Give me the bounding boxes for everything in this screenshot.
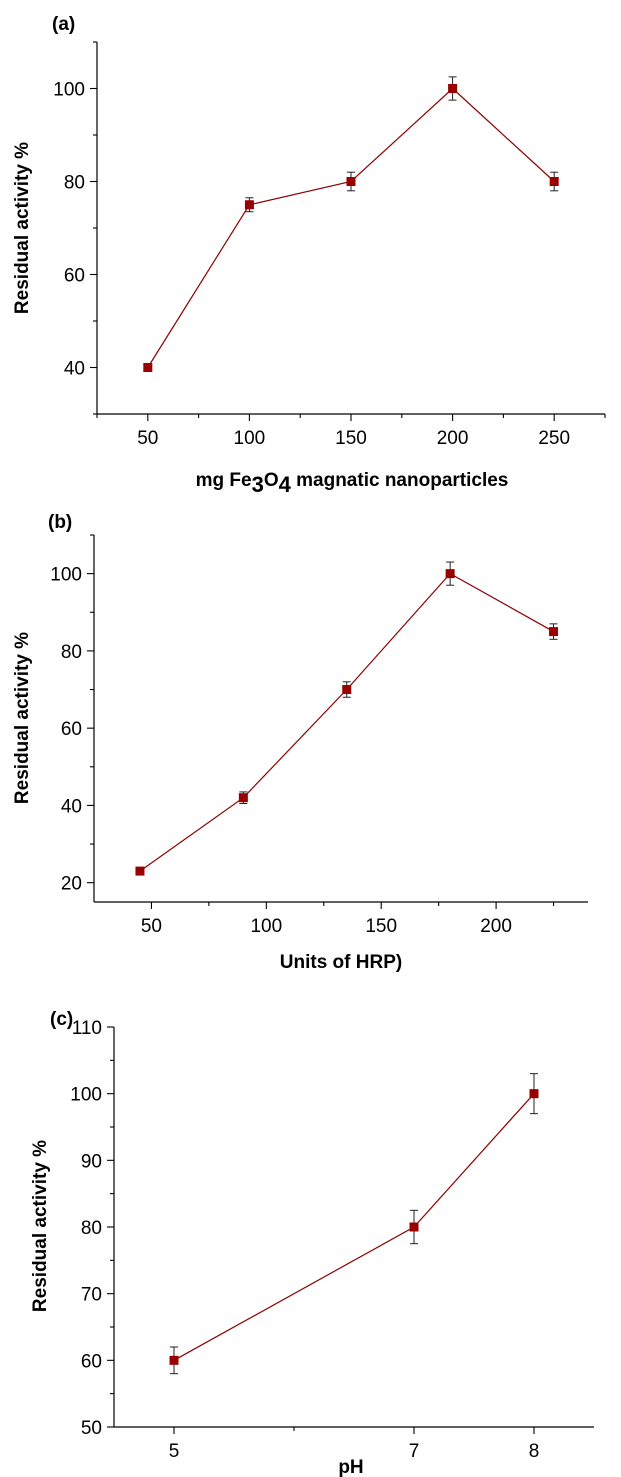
data-point — [529, 1089, 539, 1099]
y-tick-label: 100 — [50, 565, 82, 586]
y-tick-label: 100 — [53, 80, 85, 101]
y-tick-label: 60 — [81, 1351, 102, 1372]
data-point — [549, 627, 559, 637]
data-point — [342, 685, 352, 695]
series-line — [173, 1093, 535, 1361]
y-tick-label: 40 — [64, 359, 85, 380]
y-tick-label: 60 — [61, 719, 82, 740]
x-axis-title-b: Units of HRP) — [280, 952, 402, 973]
x-tick-label: 200 — [437, 428, 469, 449]
data-point — [448, 84, 458, 93]
y-tick-label: 80 — [81, 1218, 102, 1239]
plot-area-b — [135, 561, 559, 876]
data-point — [346, 177, 356, 186]
y-tick-label: 40 — [61, 796, 82, 817]
data-point — [135, 866, 145, 876]
y-tick-label: 70 — [81, 1285, 102, 1306]
x-tick-label: 150 — [365, 916, 397, 937]
y-tick-label: 60 — [64, 266, 85, 287]
y-axis-ticks-a: 40 60 80 100 — [53, 41, 97, 415]
y-tick-label: 110 — [72, 1018, 102, 1039]
x-tick-label: 50 — [141, 916, 162, 937]
panel-label-a: (a) — [52, 14, 75, 35]
chart-panel-a: (a) 50 100 150 200 250 40 60 80 100 Residual ac… — [12, 14, 606, 497]
y-axis-ticks-b: 20 40 60 80 100 — [50, 534, 94, 895]
data-point — [244, 200, 254, 210]
data-point — [169, 1355, 179, 1365]
y-tick-label: 100 — [70, 1085, 102, 1106]
chart-panel-b: (b) 50 100 150 200 20 40 60 80 100 Residual act… — [12, 512, 588, 973]
data-point — [238, 793, 248, 803]
x-axis-title-a: mg Fe3O4 magnatic nanoparticles — [196, 470, 509, 497]
x-tick-label: 50 — [137, 428, 158, 449]
y-axis-title-b: Residual activity % — [12, 632, 33, 804]
x-tick-label: 100 — [250, 916, 282, 937]
x-axis-ticks-a: 50 100 150 200 250 — [96, 414, 606, 449]
axes-c — [113, 1027, 594, 1428]
x-tick-label: 7 — [409, 1441, 420, 1462]
panel-label-c: (c) — [50, 1009, 73, 1030]
y-tick-label: 50 — [81, 1418, 102, 1439]
data-point — [409, 1222, 419, 1232]
plot-area-c — [169, 1073, 539, 1375]
x-axis-ticks-b: 50 100 150 200 — [141, 902, 555, 937]
y-axis-title-c: Residual activity % — [30, 1140, 51, 1312]
y-tick-label: 20 — [61, 874, 82, 895]
x-axis-title-c: pH — [338, 1457, 363, 1477]
y-axis-title-a: Residual activity % — [12, 142, 33, 314]
y-tick-label: 90 — [81, 1151, 102, 1172]
y-tick-label: 80 — [61, 642, 82, 663]
x-axis-ticks-c: 5 7 8 — [169, 1427, 540, 1462]
x-tick-label: 200 — [480, 916, 512, 937]
x-tick-label: 8 — [529, 1441, 540, 1462]
x-tick-label: 5 — [169, 1441, 180, 1462]
data-point — [549, 177, 559, 186]
y-axis-ticks-c: 50 60 70 80 90 100 110 — [70, 1018, 114, 1439]
data-point — [445, 569, 455, 579]
x-tick-label: 150 — [335, 428, 367, 449]
axes-b — [93, 535, 588, 903]
y-tick-label: 80 — [64, 173, 85, 194]
panel-label-b: (b) — [48, 512, 72, 533]
x-tick-label: 250 — [538, 428, 570, 449]
plot-area-a — [143, 76, 559, 372]
x-tick-label: 100 — [234, 428, 266, 449]
data-point — [143, 363, 153, 372]
